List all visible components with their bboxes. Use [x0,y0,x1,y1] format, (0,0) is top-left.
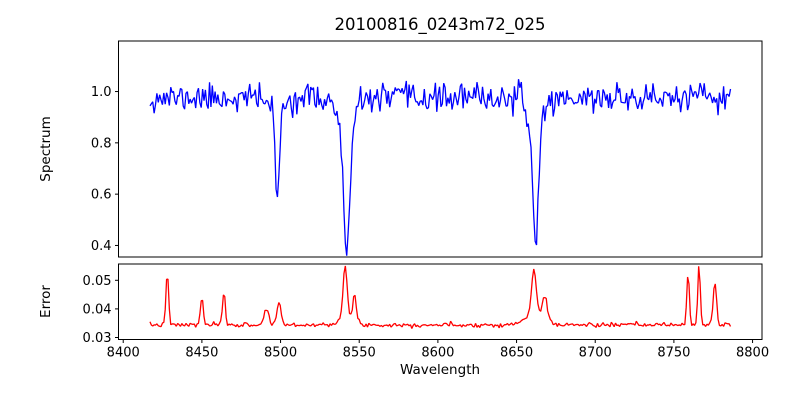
error-axes: 0.03 0.04 0.05 8400 8450 8500 8550 8600 8650 8700… [83,263,769,361]
y-tick-label: 0.8 [91,136,112,151]
x-tick-label: 8450 [185,346,218,361]
x-tick-label: 8800 [736,346,769,361]
x-tick-label: 8550 [343,346,376,361]
y-tick-label: 0.05 [83,274,112,289]
x-tick-label: 8750 [657,346,690,361]
spectrum-line [149,79,732,256]
y-tick-label: 0.6 [91,188,112,203]
x-tick-label: 8500 [264,346,297,361]
spectrum-y-axis-label: Spectrum [38,116,54,181]
x-tick-label: 8600 [421,346,454,361]
y-tick-label: 0.03 [83,331,112,346]
x-tick-label: 8700 [579,346,612,361]
y-tick-label: 1.0 [91,85,112,100]
axes-spines [118,263,763,340]
x-tick-label: 8400 [107,346,140,361]
spectrum-axes: 0.4 0.6 0.8 1.0 [91,40,763,258]
error-line [149,265,732,329]
y-tick-label: 0.04 [83,302,112,317]
chart-title: 20100816_0243m72_025 [334,15,545,35]
wavelength-x-axis-label: Wavelength [400,362,480,378]
error-y-axis-label: Error [38,285,54,318]
x-tick-label: 8650 [500,346,533,361]
y-tick-label: 0.4 [91,239,112,254]
axes-spines [118,40,763,258]
